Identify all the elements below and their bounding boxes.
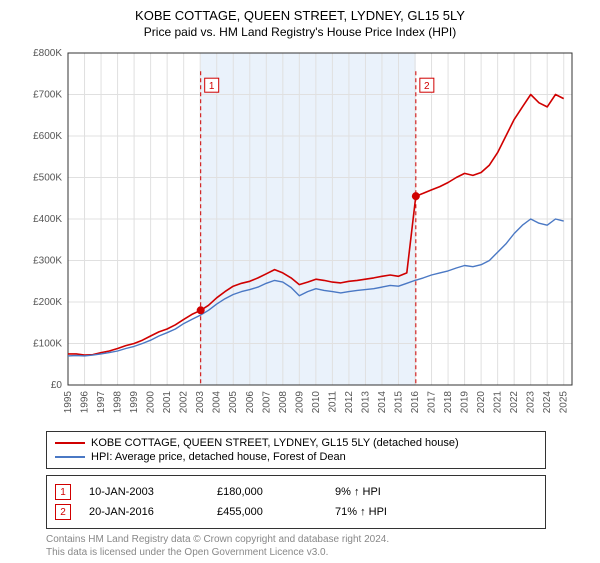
sale-date: 10-JAN-2003 xyxy=(89,486,199,498)
svg-text:2007: 2007 xyxy=(261,391,272,414)
sale-row: 1 10-JAN-2003 £180,000 9% ↑ HPI xyxy=(55,482,537,502)
legend-row: HPI: Average price, detached house, Fore… xyxy=(55,450,537,464)
svg-text:2010: 2010 xyxy=(311,391,322,414)
svg-text:£0: £0 xyxy=(51,380,63,391)
legend-swatch xyxy=(55,442,85,444)
sale-marker: 2 xyxy=(55,504,71,520)
svg-text:2003: 2003 xyxy=(195,391,206,414)
svg-text:1: 1 xyxy=(209,81,215,92)
svg-text:2021: 2021 xyxy=(493,391,504,414)
legend-label: HPI: Average price, detached house, Fore… xyxy=(91,451,346,463)
footer-line-2: This data is licensed under the Open Gov… xyxy=(46,546,584,559)
svg-text:2017: 2017 xyxy=(427,391,438,414)
svg-text:1997: 1997 xyxy=(96,391,107,414)
svg-text:1998: 1998 xyxy=(113,391,124,414)
svg-text:1995: 1995 xyxy=(63,391,74,414)
sale-pct-vs-hpi: 71% ↑ HPI xyxy=(335,506,455,518)
chart-container: KOBE COTTAGE, QUEEN STREET, LYDNEY, GL15… xyxy=(0,0,600,563)
svg-text:£300K: £300K xyxy=(33,256,62,267)
sale-price: £180,000 xyxy=(217,486,317,498)
svg-text:2011: 2011 xyxy=(327,391,338,413)
svg-text:2009: 2009 xyxy=(294,391,305,414)
chart-plot: £0 £100K £200K £300K £400K £500K £600K £700K £80… xyxy=(20,45,580,425)
svg-text:£100K: £100K xyxy=(33,339,62,350)
svg-text:1999: 1999 xyxy=(129,391,140,414)
svg-text:2: 2 xyxy=(424,81,430,92)
sale-row: 2 20-JAN-2016 £455,000 71% ↑ HPI xyxy=(55,502,537,522)
legend: KOBE COTTAGE, QUEEN STREET, LYDNEY, GL15… xyxy=(46,431,546,469)
svg-text:2001: 2001 xyxy=(162,391,173,414)
svg-text:2013: 2013 xyxy=(360,391,371,414)
svg-text:2012: 2012 xyxy=(344,391,355,414)
svg-text:2006: 2006 xyxy=(245,391,256,414)
svg-text:2020: 2020 xyxy=(476,391,487,414)
legend-swatch xyxy=(55,456,85,458)
legend-row: KOBE COTTAGE, QUEEN STREET, LYDNEY, GL15… xyxy=(55,436,537,450)
svg-text:2024: 2024 xyxy=(542,391,553,414)
svg-text:2004: 2004 xyxy=(212,391,223,414)
svg-text:£200K: £200K xyxy=(33,297,62,308)
svg-text:2022: 2022 xyxy=(509,391,520,414)
svg-text:2018: 2018 xyxy=(443,391,454,414)
chart-subtitle: Price paid vs. HM Land Registry's House … xyxy=(16,25,584,39)
svg-text:£600K: £600K xyxy=(33,131,62,142)
svg-text:2002: 2002 xyxy=(179,391,190,414)
svg-text:£400K: £400K xyxy=(33,214,62,225)
svg-text:2014: 2014 xyxy=(377,391,388,414)
svg-text:2023: 2023 xyxy=(526,391,537,414)
svg-text:2015: 2015 xyxy=(393,391,404,414)
sale-pct-vs-hpi: 9% ↑ HPI xyxy=(335,486,455,498)
svg-text:2005: 2005 xyxy=(228,391,239,414)
legend-label: KOBE COTTAGE, QUEEN STREET, LYDNEY, GL15… xyxy=(91,437,459,449)
svg-text:£700K: £700K xyxy=(33,90,62,101)
svg-text:2019: 2019 xyxy=(460,391,471,414)
svg-text:2000: 2000 xyxy=(146,391,157,414)
sale-marker: 1 xyxy=(55,484,71,500)
sale-date: 20-JAN-2016 xyxy=(89,506,199,518)
sales-table: 1 10-JAN-2003 £180,000 9% ↑ HPI 2 20-JAN-2016… xyxy=(46,475,546,529)
chart-title: KOBE COTTAGE, QUEEN STREET, LYDNEY, GL15… xyxy=(16,8,584,23)
chart-svg: £0 £100K £200K £300K £400K £500K £600K £700K £80… xyxy=(20,45,580,425)
svg-text:2016: 2016 xyxy=(410,391,421,414)
svg-text:£800K: £800K xyxy=(33,48,62,59)
svg-text:£500K: £500K xyxy=(33,173,62,184)
svg-text:1996: 1996 xyxy=(80,391,91,414)
footer-attribution: Contains HM Land Registry data © Crown c… xyxy=(46,533,584,559)
sale-price: £455,000 xyxy=(217,506,317,518)
svg-text:2008: 2008 xyxy=(278,391,289,414)
footer-line-1: Contains HM Land Registry data © Crown c… xyxy=(46,533,584,546)
svg-text:2025: 2025 xyxy=(559,391,570,414)
